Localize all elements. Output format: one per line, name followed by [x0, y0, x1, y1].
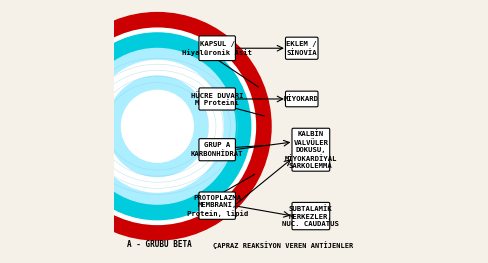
FancyBboxPatch shape	[285, 91, 317, 107]
Text: KAPSUL /
Hiyalüronik Asit: KAPSUL / Hiyalüronik Asit	[182, 41, 252, 55]
Circle shape	[121, 90, 193, 162]
Text: MİYOKARD: MİYOKARD	[284, 95, 319, 102]
Circle shape	[80, 48, 235, 204]
Text: ÇAPRAZ REAKSİYON VEREN ANTİJENLER: ÇAPRAZ REAKSİYON VEREN ANTİJENLER	[213, 241, 353, 249]
Text: A - GRUBU BETA: A - GRUBU BETA	[127, 240, 192, 249]
Circle shape	[59, 28, 255, 224]
Circle shape	[107, 76, 207, 176]
Text: PROTOPLAZMA
MEMBRANI,
Protein, lipid: PROTOPLAZMA MEMBRANI, Protein, lipid	[186, 195, 247, 217]
Text: EKLEM /
SİNOVİA: EKLEM / SİNOVİA	[286, 41, 316, 55]
Circle shape	[91, 60, 223, 192]
Text: GRUP A
KARBONHİDRAT: GRUP A KARBONHİDRAT	[190, 142, 243, 157]
FancyBboxPatch shape	[199, 139, 235, 161]
FancyBboxPatch shape	[199, 88, 235, 110]
FancyBboxPatch shape	[291, 203, 329, 230]
FancyBboxPatch shape	[199, 192, 235, 219]
FancyBboxPatch shape	[285, 37, 317, 59]
Circle shape	[64, 33, 250, 220]
FancyBboxPatch shape	[199, 36, 235, 60]
Text: SUBTALAMİK
MERKEZLER,
NUC. CAUDATUS: SUBTALAMİK MERKEZLER, NUC. CAUDATUS	[282, 205, 339, 227]
Text: KALBİN
VALVÜLER
DOKUSU,
MİYOKARDİYAL
SARKOLEMMA: KALBİN VALVÜLER DOKUSU, MİYOKARDİYAL SAR…	[284, 130, 336, 169]
Text: HÜCRE DUVARI
M Proteini: HÜCRE DUVARI M Proteini	[190, 92, 243, 106]
FancyBboxPatch shape	[291, 128, 329, 171]
Circle shape	[43, 13, 270, 240]
